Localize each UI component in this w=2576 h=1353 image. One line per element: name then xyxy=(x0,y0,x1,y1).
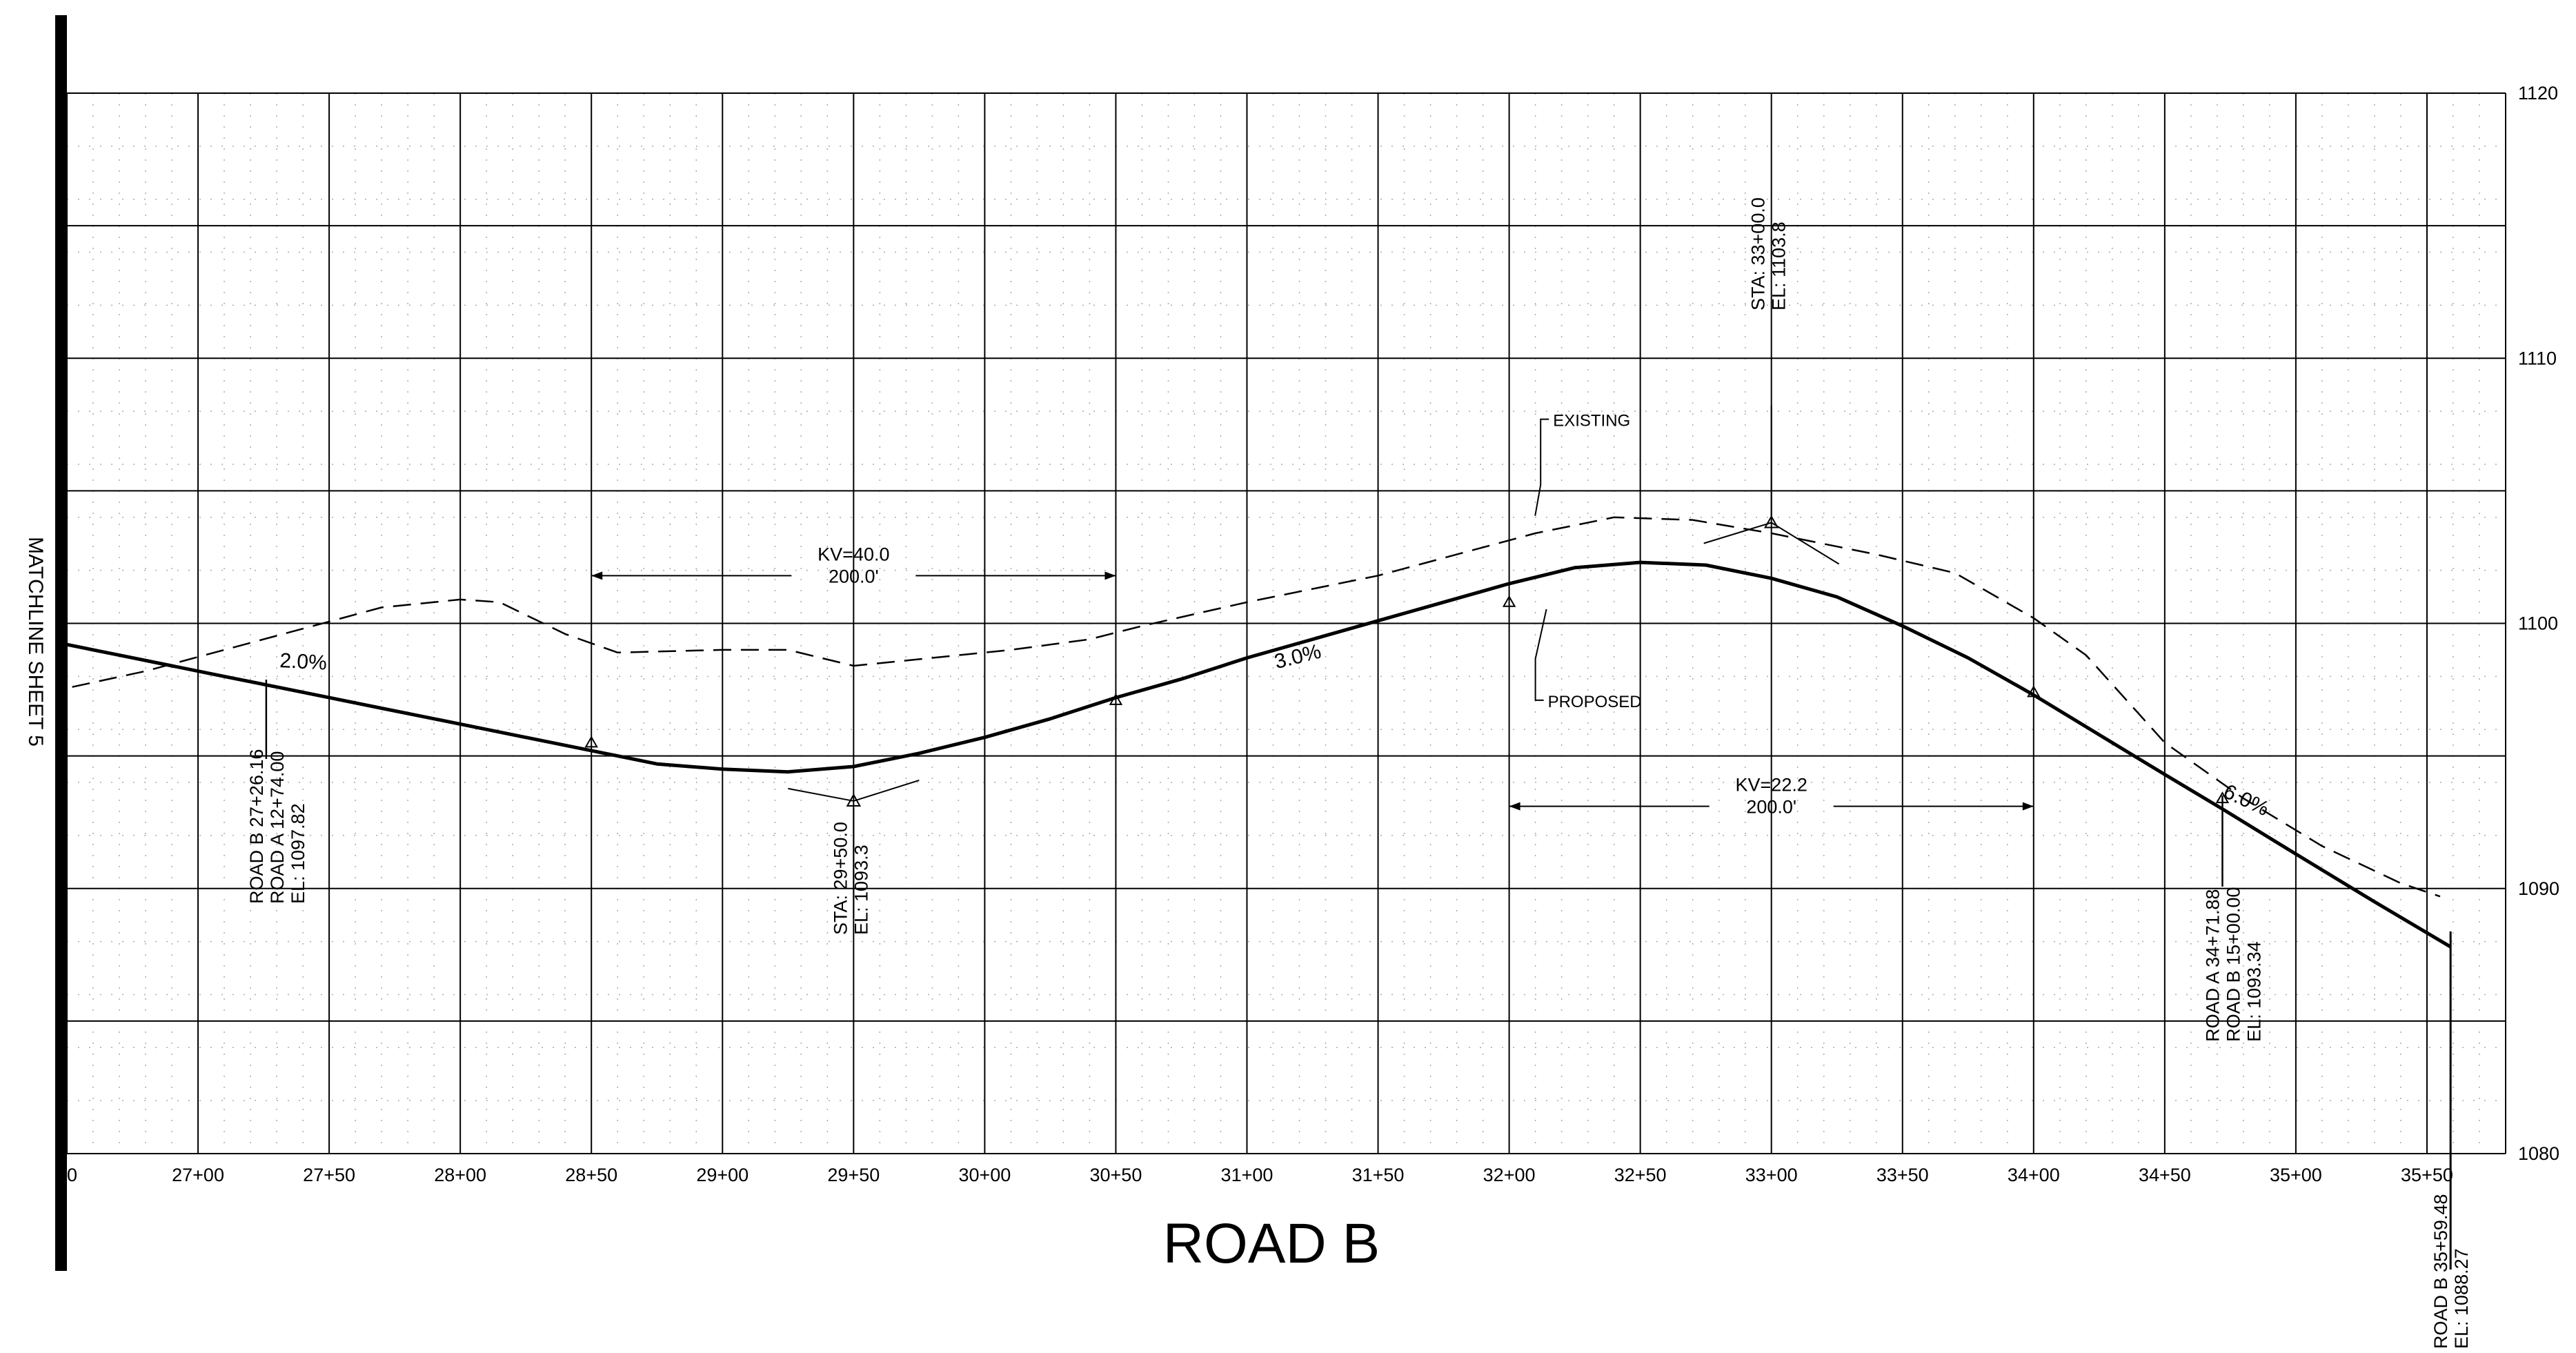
station-axis: 5027+0027+5028+0028+5029+0029+5030+0030+… xyxy=(57,1165,2453,1185)
station-tick-label: 31+50 xyxy=(1352,1165,1405,1185)
dimension-arrow xyxy=(591,571,603,580)
proposed-leader xyxy=(1534,609,1547,701)
station-tick-label: 30+00 xyxy=(958,1165,1011,1185)
tangent-tick xyxy=(853,779,920,802)
matchline-label: MATCHLINE SHEET 5 xyxy=(24,537,47,747)
station-tick-label: 34+00 xyxy=(2008,1165,2060,1185)
elevation-tick-label: 1090 xyxy=(2518,878,2559,899)
curve-length-label: 200.0' xyxy=(829,566,879,586)
station-tick-label: 29+50 xyxy=(827,1165,880,1185)
sheet-title: ROAD B xyxy=(1163,1212,1380,1275)
curve-point-marker xyxy=(584,735,598,748)
elevation-axis: 1080 1090 1100 1110 1120 xyxy=(2518,83,2559,1164)
station-tick-label: 28+50 xyxy=(565,1165,617,1185)
elevation-tick-label: 1080 xyxy=(2518,1143,2559,1164)
elevation-tick-label: 1100 xyxy=(2518,613,2558,634)
matchline-bar xyxy=(55,15,67,1271)
major-grid xyxy=(66,92,2506,1154)
station-callout-label: EL: 1088.27 xyxy=(2451,1248,2472,1349)
station-callout-label: EL: 1097.82 xyxy=(288,803,308,904)
station-callout-label: ROAD B 35+59.48 xyxy=(2430,1194,2451,1349)
station-tick-label: 34+50 xyxy=(2139,1165,2191,1185)
existing-annotation: EXISTING xyxy=(1553,412,1630,431)
station-tick-label: 33+00 xyxy=(1745,1165,1798,1185)
station-tick-label: 30+50 xyxy=(1090,1165,1142,1185)
station-tick-label: 32+00 xyxy=(1483,1165,1536,1185)
station-tick-label: 29+00 xyxy=(696,1165,749,1185)
proposed-annotation: PROPOSED xyxy=(1548,693,1642,711)
station-callout-label: ROAD B 15+00.00 xyxy=(2223,887,2243,1042)
tangent-tick xyxy=(1771,522,1840,565)
station-callout-label: ROAD B 27+26.16 xyxy=(246,749,267,904)
dimension-arrow xyxy=(1104,571,1116,580)
station-tick-label: 35+50 xyxy=(2401,1165,2453,1185)
station-tick-label: 31+00 xyxy=(1221,1165,1274,1185)
station-tick-label: 33+50 xyxy=(1876,1165,1929,1185)
station-tick-label: 27+00 xyxy=(172,1165,224,1185)
pvi-station-label: STA: 29+50.0 xyxy=(830,822,851,935)
elevation-tick-label: 1120 xyxy=(2518,83,2558,103)
grade-label: 2.0% xyxy=(279,649,328,675)
curve-kv-label: KV=22.2 xyxy=(1736,775,1807,796)
curve-point-marker xyxy=(2027,685,2041,698)
station-tick-label: 27+50 xyxy=(303,1165,355,1185)
station-callout-label: EL: 1093.34 xyxy=(2243,941,2264,1042)
curve-kv-label: KV=40.0 xyxy=(818,544,889,564)
profile-annotations: STA: 29+50.0 EL: 1093.3 STA: 33+00.0 EL: 11… xyxy=(246,197,2472,1349)
dimension-arrow xyxy=(2022,802,2034,811)
station-callout-label: ROAD A 34+71.88 xyxy=(2202,889,2223,1042)
curve-point-marker xyxy=(1502,595,1516,607)
curve-length-label: 200.0' xyxy=(1746,797,1796,818)
grade-label: 6.0% xyxy=(2220,780,2272,821)
tangent-tick xyxy=(788,787,854,802)
station-tick-label: 32+50 xyxy=(1614,1165,1667,1185)
profile-existing-line xyxy=(72,516,2441,898)
curve-point-marker xyxy=(1109,693,1123,705)
pvi-station-label: STA: 33+00.0 xyxy=(1748,197,1769,310)
profile-lines xyxy=(66,516,2452,949)
tangent-tick xyxy=(1703,522,1772,544)
dimension-arrow xyxy=(1509,802,1520,811)
station-callout-label: ROAD A 12+74.00 xyxy=(267,751,288,904)
grade-label: 3.0% xyxy=(1272,640,1323,674)
pvi-station-label: EL: 1103.8 xyxy=(1769,221,1790,310)
pvi-marker xyxy=(1763,515,1779,529)
profile-proposed-line xyxy=(66,560,2452,949)
pvi-station-label: EL: 1093.3 xyxy=(851,845,871,935)
elevation-tick-label: 1110 xyxy=(2518,348,2557,368)
existing-leader xyxy=(1534,418,1549,516)
station-tick-label: 28+00 xyxy=(434,1165,486,1185)
station-tick-label: 35+00 xyxy=(2270,1165,2322,1185)
